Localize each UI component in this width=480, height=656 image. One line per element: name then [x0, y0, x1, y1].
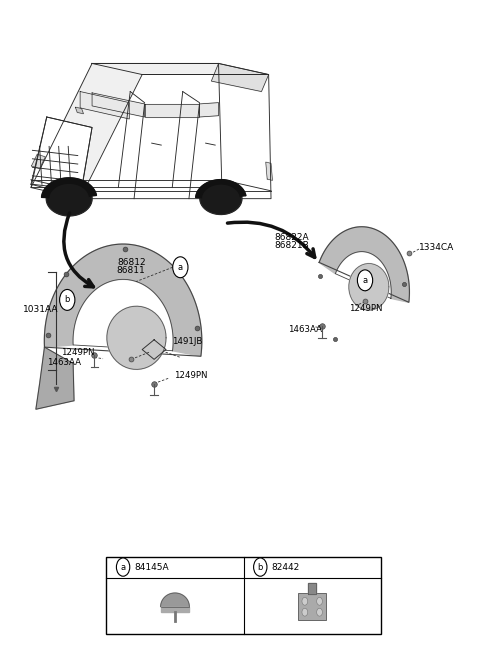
Polygon shape: [92, 93, 144, 117]
Text: 86822A: 86822A: [275, 234, 309, 242]
FancyBboxPatch shape: [107, 557, 381, 634]
Polygon shape: [46, 182, 92, 216]
Text: 1249PN: 1249PN: [61, 348, 95, 358]
Text: 1463AA: 1463AA: [288, 325, 322, 335]
Polygon shape: [80, 75, 271, 199]
Polygon shape: [319, 227, 409, 302]
Polygon shape: [31, 117, 92, 199]
Circle shape: [60, 289, 75, 310]
Polygon shape: [211, 64, 269, 92]
Polygon shape: [308, 583, 316, 594]
Polygon shape: [107, 306, 166, 369]
Circle shape: [317, 598, 323, 605]
Polygon shape: [161, 593, 189, 607]
Text: 86812: 86812: [117, 258, 145, 267]
Text: 84145A: 84145A: [134, 563, 168, 571]
Polygon shape: [36, 347, 74, 409]
Text: a: a: [120, 563, 126, 571]
Polygon shape: [75, 107, 84, 113]
Polygon shape: [266, 162, 273, 180]
Text: 82442: 82442: [271, 563, 300, 571]
Circle shape: [302, 608, 308, 616]
Text: 86821B: 86821B: [275, 241, 309, 250]
Text: b: b: [258, 563, 263, 571]
Polygon shape: [349, 264, 389, 310]
Circle shape: [116, 558, 130, 576]
Text: 1491JB: 1491JB: [172, 337, 203, 346]
Polygon shape: [196, 180, 246, 197]
Polygon shape: [32, 154, 45, 169]
Polygon shape: [92, 64, 269, 75]
Text: b: b: [64, 295, 70, 304]
Polygon shape: [44, 244, 202, 356]
FancyBboxPatch shape: [298, 593, 326, 621]
Circle shape: [302, 598, 308, 605]
Text: 1334CA: 1334CA: [419, 243, 454, 251]
Text: 1463AA: 1463AA: [47, 358, 81, 367]
Circle shape: [173, 256, 188, 277]
Text: 86811: 86811: [117, 266, 145, 275]
Polygon shape: [31, 117, 92, 197]
Text: a: a: [362, 276, 368, 285]
Polygon shape: [144, 104, 199, 117]
Circle shape: [317, 608, 323, 616]
Polygon shape: [199, 102, 218, 117]
Polygon shape: [200, 183, 242, 215]
Text: a: a: [178, 263, 183, 272]
Circle shape: [358, 270, 372, 291]
Text: 1249PN: 1249PN: [174, 371, 208, 380]
Text: 1249PN: 1249PN: [349, 304, 382, 313]
Circle shape: [253, 558, 267, 576]
Polygon shape: [161, 607, 189, 612]
Polygon shape: [42, 178, 96, 197]
Text: 1031AA: 1031AA: [24, 305, 59, 314]
Polygon shape: [80, 92, 129, 119]
Polygon shape: [31, 64, 222, 188]
